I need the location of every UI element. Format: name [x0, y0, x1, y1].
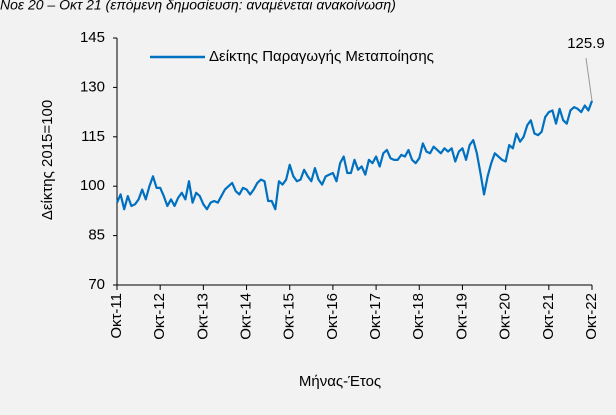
legend-label: Δείκτης Παραγωγής Μεταποίησης — [209, 48, 434, 65]
annotation-leader — [585, 57, 593, 101]
x-tick-label: Οκτ-21 — [540, 293, 557, 340]
x-tick-label: Οκτ-12 — [151, 293, 168, 340]
x-tick-label: Οκτ-18 — [410, 293, 427, 340]
y-tick-label: 85 — [88, 227, 105, 244]
x-tick-label: Οκτ-13 — [194, 293, 211, 340]
y-tick-label: 130 — [80, 78, 105, 95]
x-tick-label: Οκτ-11 — [108, 293, 125, 339]
y-tick-label: 115 — [81, 128, 105, 145]
y-tick-label: 70 — [88, 276, 105, 293]
x-tick-label: Οκτ-14 — [238, 293, 255, 340]
x-tick-label: Οκτ-17 — [367, 293, 384, 340]
data-line — [115, 100, 594, 211]
x-tick-label: Οκτ-15 — [281, 293, 298, 340]
y-tick-label: 100 — [80, 177, 105, 194]
y-tick-label: 145 — [80, 29, 105, 46]
x-tick-label: Οκτ-16 — [324, 293, 341, 340]
x-tick-label: Οκτ-19 — [453, 293, 470, 340]
x-tick-label: Οκτ-20 — [497, 293, 514, 340]
header-note: Νοε 20 – Οκτ 21 (επόμενη δημοσίευση: ανα… — [0, 0, 396, 13]
y-axis-title: Δείκτης 2015=100 — [39, 100, 56, 220]
x-axis-title: Μήνας-Έτος — [299, 373, 381, 390]
data-label: 125.9 — [567, 35, 605, 52]
x-tick-label: Οκτ-22 — [583, 293, 600, 340]
